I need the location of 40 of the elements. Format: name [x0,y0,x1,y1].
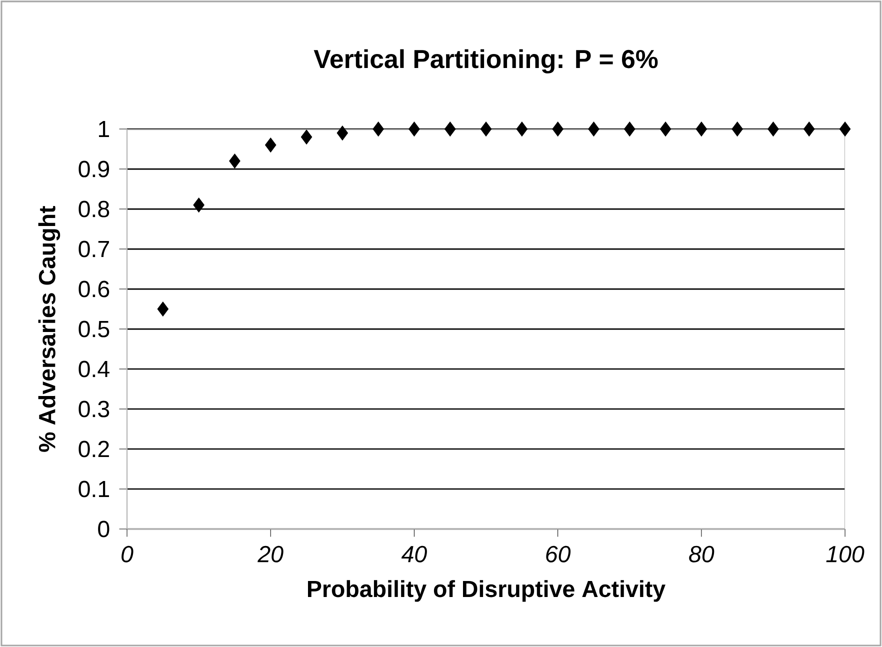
y-tick-label: 1 [98,121,109,138]
x-tick-label: 80 [689,546,714,562]
point [444,122,456,136]
point [768,122,779,136]
point [660,122,672,136]
y-tick-label: 0 [98,520,110,538]
x-tick-label: 60 [546,546,571,562]
y-tick-label: 0.6 [78,280,110,298]
y-tick-label: 0.8 [78,200,110,218]
x-tick-label: 100 [826,546,864,562]
point [839,122,851,136]
chart-title: Vertical Partitioning: P = 6% [314,49,658,74]
point [372,122,384,136]
point [588,122,600,136]
point [804,122,815,136]
y-tick-label: 0.2 [78,440,109,458]
point [157,302,168,316]
y-tick-label: 0.5 [78,320,110,338]
y-tick-label: 0.1 [78,480,109,498]
point [480,122,492,136]
point [229,154,240,168]
point [552,122,564,136]
point [193,198,204,212]
y-tick-label: 0.7 [78,240,109,258]
x-axis-title: Probability of Disruptive Activity [308,580,666,602]
point [408,122,420,136]
x-tick-label: 40 [401,546,427,562]
point [732,122,743,136]
point [336,126,348,140]
y-tick-label: 0.4 [78,360,110,378]
x-tick-label: 0 [122,546,134,562]
point [265,138,276,152]
point [300,130,312,144]
y-axis-title: % Adversaries Caught [38,206,60,452]
point [696,122,707,136]
point [624,122,636,136]
y-tick-label: 0.9 [78,160,110,178]
x-tick-label: 20 [258,546,284,562]
y-tick-label: 0.3 [78,400,110,418]
point [516,122,528,136]
